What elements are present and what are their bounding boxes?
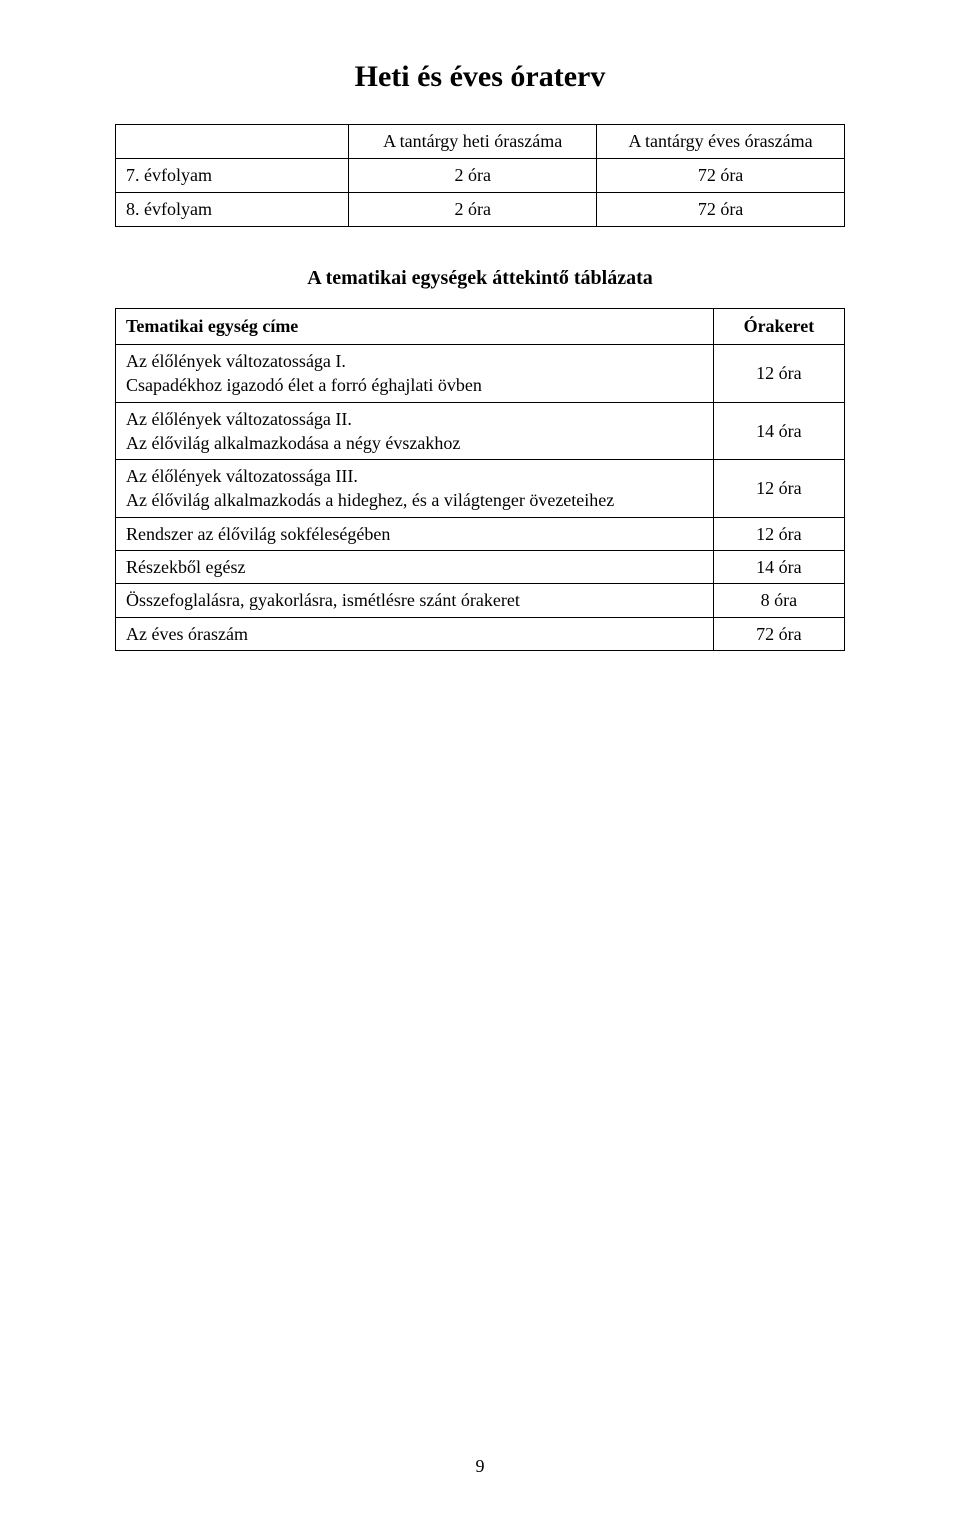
page-number: 9 — [0, 1456, 960, 1477]
topic-line1: Összefoglalásra, gyakorlásra, ismétlésre… — [126, 590, 520, 610]
topic-cell: Összefoglalásra, gyakorlásra, ismétlésre… — [116, 584, 714, 617]
document-page: Heti és éves óraterv A tantárgy heti óra… — [0, 0, 960, 1517]
topic-cell: Rendszer az élővilág sokféleségében — [116, 517, 714, 550]
topic-cell: Az éves óraszám — [116, 617, 714, 650]
topic-cell: Az élőlények változatossága III. Az élőv… — [116, 460, 714, 518]
table-row: Az élőlények változatossága II. Az élővi… — [116, 402, 845, 460]
section-subtitle: A tematikai egységek áttekintő táblázata — [115, 267, 845, 290]
yearly-hours: 72 óra — [597, 193, 845, 227]
topic-line1: Az élőlények változatossága III. — [126, 466, 358, 486]
hours-header-empty — [116, 125, 349, 159]
time-cell: 12 óra — [713, 517, 844, 550]
topic-line1: Az éves óraszám — [126, 624, 248, 644]
table-row: 8. évfolyam 2 óra 72 óra — [116, 193, 845, 227]
topic-cell: Az élőlények változatossága I. Csapadékh… — [116, 345, 714, 403]
table-row: Az éves óraszám 72 óra — [116, 617, 845, 650]
topic-line1: Az élőlények változatossága II. — [126, 409, 352, 429]
topic-line2: Az élővilág alkalmazkodás a hideghez, és… — [126, 490, 614, 510]
table-row: 7. évfolyam 2 óra 72 óra — [116, 159, 845, 193]
grade-label: 7. évfolyam — [116, 159, 349, 193]
time-cell: 12 óra — [713, 345, 844, 403]
weekly-hours: 2 óra — [349, 193, 597, 227]
yearly-hours: 72 óra — [597, 159, 845, 193]
table-row: Rendszer az élővilág sokféleségében 12 ó… — [116, 517, 845, 550]
topic-cell: Részekből egész — [116, 551, 714, 584]
time-cell: 14 óra — [713, 402, 844, 460]
topics-header-time: Órakeret — [713, 309, 844, 345]
topic-cell: Az élőlények változatossága II. Az élővi… — [116, 402, 714, 460]
topic-line2: Az élővilág alkalmazkodása a négy évszak… — [126, 433, 460, 453]
topic-line2: Csapadékhoz igazodó élet a forró éghajla… — [126, 375, 482, 395]
time-cell: 14 óra — [713, 551, 844, 584]
table-header-row: A tantárgy heti óraszáma A tantárgy éves… — [116, 125, 845, 159]
topics-table: Tematikai egység címe Órakeret Az élőlén… — [115, 308, 845, 651]
weekly-hours: 2 óra — [349, 159, 597, 193]
table-row: Összefoglalásra, gyakorlásra, ismétlésre… — [116, 584, 845, 617]
hours-header-weekly: A tantárgy heti óraszáma — [349, 125, 597, 159]
table-header-row: Tematikai egység címe Órakeret — [116, 309, 845, 345]
time-cell: 8 óra — [713, 584, 844, 617]
table-row: Részekből egész 14 óra — [116, 551, 845, 584]
time-cell: 72 óra — [713, 617, 844, 650]
topic-line1: Részekből egész — [126, 557, 245, 577]
topic-line1: Az élőlények változatossága I. — [126, 351, 346, 371]
page-title: Heti és éves óraterv — [115, 60, 845, 94]
topic-line1: Rendszer az élővilág sokféleségében — [126, 524, 390, 544]
hours-header-yearly: A tantárgy éves óraszáma — [597, 125, 845, 159]
hours-table: A tantárgy heti óraszáma A tantárgy éves… — [115, 124, 845, 227]
table-row: Az élőlények változatossága I. Csapadékh… — [116, 345, 845, 403]
time-cell: 12 óra — [713, 460, 844, 518]
grade-label: 8. évfolyam — [116, 193, 349, 227]
table-row: Az élőlények változatossága III. Az élőv… — [116, 460, 845, 518]
topics-header-title: Tematikai egység címe — [116, 309, 714, 345]
